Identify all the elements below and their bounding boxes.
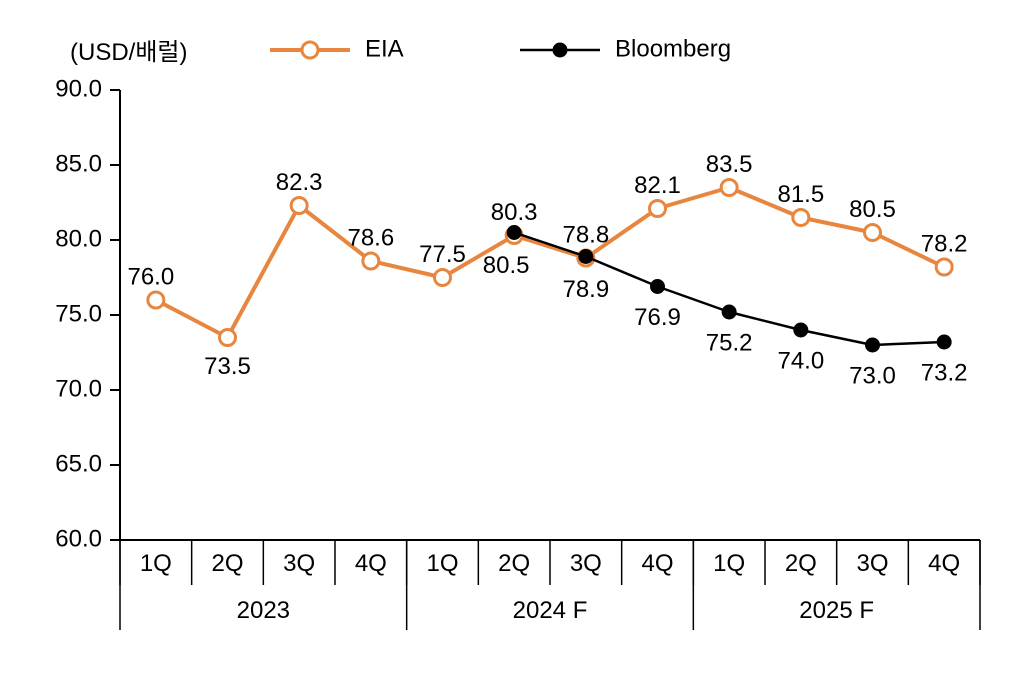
eia-value-label: 78.8 xyxy=(562,221,609,248)
bloomberg-value-label: 73.2 xyxy=(921,359,968,386)
x-category-label: 1Q xyxy=(140,550,172,577)
bloomberg-value-label: 74.0 xyxy=(777,347,824,374)
bloomberg-marker xyxy=(866,338,880,352)
x-group-label: 2024 F xyxy=(513,597,588,624)
x-category-label: 1Q xyxy=(426,550,458,577)
y-tick-label: 65.0 xyxy=(55,450,102,477)
y-tick-label: 85.0 xyxy=(55,150,102,177)
bloomberg-value-label: 76.9 xyxy=(634,304,681,331)
x-category-label: 3Q xyxy=(283,550,315,577)
x-category-label: 4Q xyxy=(641,550,673,577)
bloomberg-value-label: 73.0 xyxy=(849,362,896,389)
y-tick-label: 75.0 xyxy=(55,300,102,327)
x-category-label: 4Q xyxy=(355,550,387,577)
x-group-label: 2023 xyxy=(237,597,290,624)
y-tick-label: 70.0 xyxy=(55,375,102,402)
eia-value-label: 82.1 xyxy=(634,172,681,199)
eia-value-label: 80.5 xyxy=(849,196,896,223)
eia-marker xyxy=(363,253,379,269)
unit-label: (USD/배럴) xyxy=(70,39,187,66)
bloomberg-marker xyxy=(722,305,736,319)
eia-marker xyxy=(291,198,307,214)
bloomberg-marker xyxy=(651,280,665,294)
eia-value-label: 73.5 xyxy=(204,353,251,380)
x-category-label: 3Q xyxy=(570,550,602,577)
legend-marker-bloomberg xyxy=(553,43,567,57)
eia-value-label: 80.3 xyxy=(491,199,538,226)
y-tick-label: 80.0 xyxy=(55,225,102,252)
y-tick-label: 60.0 xyxy=(55,525,102,552)
oil-price-forecast-chart: 60.0 65.0 70.0 75.0 80.0 85.0 90.0 (USD/배럴) 1Q 2Q… xyxy=(0,0,1010,679)
eia-value-label: 83.5 xyxy=(706,151,753,178)
eia-marker xyxy=(936,259,952,275)
eia-marker xyxy=(220,330,236,346)
x-category-label: 2Q xyxy=(211,550,243,577)
eia-value-label: 76.0 xyxy=(127,263,174,290)
eia-value-label: 81.5 xyxy=(777,181,824,208)
y-tick-label: 90.0 xyxy=(55,75,102,102)
eia-value-label: 82.3 xyxy=(276,169,323,196)
bloomberg-marker xyxy=(794,323,808,337)
bloomberg-value-label: 75.2 xyxy=(706,329,753,356)
legend-label-bloomberg: Bloomberg xyxy=(615,35,731,62)
eia-marker xyxy=(865,225,881,241)
chart-svg: 60.0 65.0 70.0 75.0 80.0 85.0 90.0 (USD/배럴) 1Q 2Q… xyxy=(0,0,1010,679)
x-category-label: 2Q xyxy=(498,550,530,577)
bloomberg-marker xyxy=(507,226,521,240)
eia-marker xyxy=(650,201,666,217)
eia-value-label: 78.2 xyxy=(921,230,968,257)
bloomberg-value-label: 78.9 xyxy=(562,276,609,303)
legend-marker-eia xyxy=(302,42,318,58)
bloomberg-marker xyxy=(579,250,593,264)
eia-value-label: 78.6 xyxy=(347,224,394,251)
x-category-label: 4Q xyxy=(928,550,960,577)
bloomberg-value-label: 80.5 xyxy=(483,252,530,279)
legend-label-eia: EIA xyxy=(365,35,404,62)
x-category-label: 2Q xyxy=(785,550,817,577)
bloomberg-marker xyxy=(937,335,951,349)
x-group-label: 2025 F xyxy=(799,597,874,624)
chart-background xyxy=(0,0,1010,679)
x-category-label: 3Q xyxy=(856,550,888,577)
eia-marker xyxy=(148,292,164,308)
eia-marker xyxy=(793,210,809,226)
eia-value-label: 77.5 xyxy=(419,241,466,268)
x-category-label: 1Q xyxy=(713,550,745,577)
eia-marker xyxy=(435,270,451,286)
eia-marker xyxy=(721,180,737,196)
